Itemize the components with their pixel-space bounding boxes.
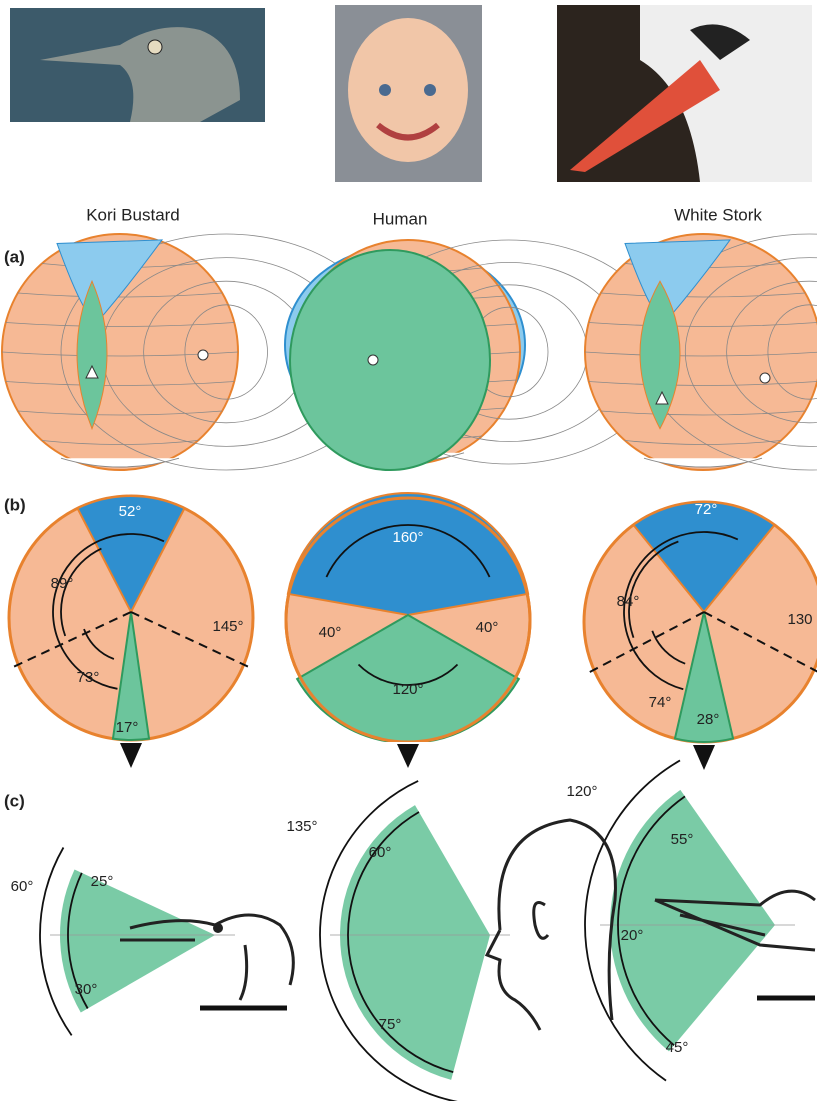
parallel [600,410,806,416]
angle-label: 25° [91,873,114,890]
angle-arrow [83,628,115,660]
angle-label: 135° [286,818,317,835]
angle-arrow [39,847,73,1036]
binocular-sector [111,611,151,741]
bustard-eye [147,39,163,55]
panel-label: (c) [4,791,25,810]
parallel [41,440,199,445]
angle-label: 28° [697,711,720,728]
parallel [624,440,782,445]
angle-label: 145° [212,618,243,635]
angle-label: 45° [666,1039,689,1056]
binocular-sector [673,611,735,743]
parallel [17,410,223,416]
marker [197,349,209,361]
angle-label: 52° [119,503,142,520]
angle-label: 72° [695,501,718,518]
angle-arrow [617,795,686,1046]
angle-label: 120° [566,783,597,800]
meridian [726,280,817,424]
angle-arrow [60,547,102,637]
marker [85,364,99,379]
human-green [289,249,491,471]
visual-field [610,789,775,1052]
angle-arrow [52,533,165,690]
angle-label: 60° [369,844,392,861]
angle-arrow [584,759,681,1082]
parallel [588,381,817,386]
head-outline [654,889,816,952]
bustard-head [40,27,240,123]
dash-line [130,611,252,669]
stork-eye-patch [690,24,750,60]
head-outline [120,913,295,1001]
meridian [684,257,817,447]
angle-label: 20° [621,927,644,944]
angle-label: 120° [392,681,423,698]
eye [213,923,223,933]
head-outline [484,818,617,1031]
head-marker [397,744,419,768]
meridian [767,304,817,400]
baby-eye [379,84,391,96]
parallel [5,381,235,386]
angle-label: 84° [617,593,640,610]
angle-label: 60° [11,878,34,895]
angle-arrow [325,524,491,578]
angle-label: 40° [476,619,499,636]
angle-arrow [651,630,686,665]
angle-label: 73° [77,669,100,686]
stork-body [640,5,812,182]
marker [655,390,669,405]
parallel [600,292,806,298]
angle-label: 75° [379,1016,402,1033]
binocular-green [76,279,108,431]
marker [759,372,771,384]
panel-label: (a) [4,247,25,266]
angle-label: 160° [392,529,423,546]
head-marker [693,745,715,770]
angle-arrow [628,540,679,638]
parallel [5,322,235,327]
panel-label: (b) [4,495,26,514]
angle-label: 74° [649,694,672,711]
globe-bottom [60,457,180,468]
column-name: Human [373,209,428,228]
angle-label: 30° [75,981,98,998]
photos [10,5,812,182]
binocular-sector [286,491,530,617]
column-name: Kori Bustard [86,205,180,224]
binocular-green [639,280,681,430]
baby-eye [424,84,436,96]
globe-bottom [643,457,763,468]
head-marker [120,743,142,768]
dash-line [703,611,817,673]
parallel [588,322,817,327]
stork-beak [570,60,720,172]
dash-line [585,611,705,675]
binocular-sector [632,501,776,614]
angle-arrow [67,872,89,1009]
marker [367,354,379,366]
meridian [184,304,268,400]
angle-arrow [623,531,739,691]
angle-label: 40° [319,624,342,641]
column-name: White Stork [674,205,762,224]
dash-line [10,611,132,669]
head-outline [532,901,550,940]
angle-arrow [319,780,459,1101]
parallel [17,292,223,298]
binocular-sector [76,495,186,615]
angle-label: 130 [787,611,812,628]
angle-label: 89° [51,575,74,592]
angle-arrow [347,811,454,1074]
parallel [584,351,817,357]
visual-field [339,805,490,1080]
parallel [1,351,239,357]
angle-label: 17° [116,719,139,736]
baby-mouth [376,122,440,141]
angle-arrow [357,663,459,686]
angle-label: 55° [671,831,694,848]
